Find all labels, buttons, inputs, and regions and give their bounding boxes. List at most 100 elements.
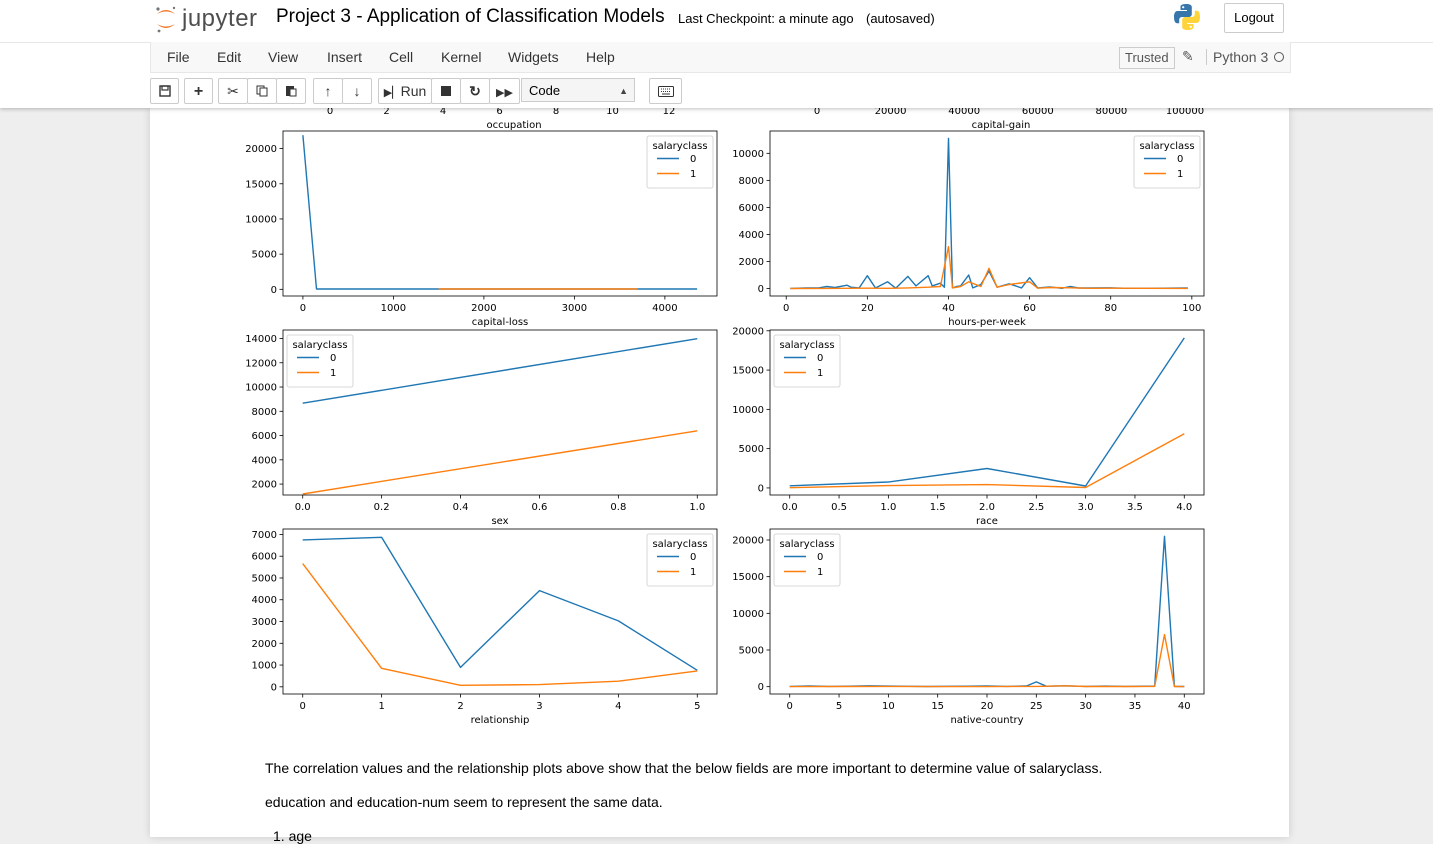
y-tick-label: 2000: [252, 639, 277, 650]
x-tick-label: 20: [861, 303, 874, 314]
x-tick-label: 5: [836, 701, 842, 712]
x-tick-label: 0.8: [610, 502, 626, 513]
menu-file[interactable]: File: [167, 49, 190, 65]
restart-button[interactable]: ↻: [460, 78, 490, 104]
command-palette-button[interactable]: [649, 78, 682, 104]
menu-view[interactable]: View: [268, 49, 299, 65]
trusted-indicator[interactable]: Trusted: [1119, 47, 1175, 69]
menu-kernel[interactable]: Kernel: [441, 49, 482, 65]
x-tick-label: 0.5: [831, 502, 847, 513]
notebook-header: jupyter Project 3 - Application of Class…: [0, 0, 1433, 108]
x-tick-label: 3.0: [1078, 502, 1094, 513]
legend-label: 0: [330, 353, 336, 364]
toolbar: + ✂ ↑ ↓ ▶▏Run ↻ ▶▶ Code ▲: [150, 78, 1289, 104]
x-tick-label: 20000: [875, 108, 907, 117]
run-label: Run: [400, 83, 427, 99]
series-line-0: [789, 337, 1185, 487]
jupyter-logo[interactable]: jupyter: [155, 4, 258, 34]
legend-title: salaryclass: [779, 539, 834, 550]
x-tick-label: 2: [383, 108, 389, 117]
menu-help[interactable]: Help: [586, 49, 615, 65]
x-tick-label: 4.0: [1176, 502, 1192, 513]
edit-pencil-icon[interactable]: ✎: [1182, 48, 1194, 64]
x-axis-label: hours-per-week: [948, 317, 1026, 328]
restart-run-all-button[interactable]: ▶▶: [489, 78, 520, 104]
x-tick-label: 2.0: [979, 502, 995, 513]
save-icon: [158, 85, 171, 97]
legend-box: [1133, 135, 1201, 189]
interrupt-button[interactable]: [431, 78, 461, 104]
list-item: 1. age: [273, 828, 312, 844]
series-line-0: [302, 338, 698, 404]
legend-box: [773, 334, 841, 388]
plot-frame: [769, 528, 1205, 695]
y-tick-label: 15000: [732, 572, 764, 583]
legend-title: salaryclass: [652, 539, 707, 550]
legend: salaryclass 0 1: [773, 533, 841, 587]
x-axis-label: native-country: [950, 715, 1023, 726]
chart-native-country: 0 5 10 15 20 25 30 35 4005000100001500020000nati…: [732, 528, 1205, 726]
x-tick-label: 0: [327, 108, 333, 117]
x-axis-label: relationship: [471, 715, 530, 726]
x-tick-label: 4: [440, 108, 446, 117]
copy-button[interactable]: [247, 78, 277, 104]
y-tick-label: 12000: [245, 358, 277, 369]
menubar: File Edit View Insert Cell Kernel Widget…: [150, 42, 1291, 73]
list-item-label: age: [288, 828, 312, 844]
y-tick-label: 1000: [252, 661, 277, 672]
list-marker: 1.: [273, 828, 289, 844]
legend-label: 1: [690, 169, 696, 180]
cut-button[interactable]: ✂: [218, 78, 248, 104]
legend-title: salaryclass: [1139, 141, 1194, 152]
x-tick-label: 12: [663, 108, 676, 117]
menu-cell[interactable]: Cell: [389, 49, 414, 65]
move-down-icon: ↓: [353, 83, 361, 99]
legend-label: 0: [690, 552, 696, 563]
menu-insert[interactable]: Insert: [327, 49, 363, 65]
legend-label: 1: [817, 368, 823, 379]
x-tick-label: 40: [942, 303, 955, 314]
legend-label: 1: [690, 567, 696, 578]
legend-label: 0: [1177, 154, 1183, 165]
paste-button[interactable]: [276, 78, 306, 104]
save-button[interactable]: [150, 78, 179, 104]
notebook-title[interactable]: Project 3 - Application of Classificatio…: [276, 6, 665, 27]
x-tick-label: 60: [1023, 303, 1036, 314]
move-up-button[interactable]: ↑: [313, 78, 343, 104]
x-tick-label: 30: [1079, 701, 1092, 712]
y-tick-label: 6000: [739, 203, 764, 214]
legend-label: 0: [690, 154, 696, 165]
legend-title: salaryclass: [779, 340, 834, 351]
x-tick-label: 8: [553, 108, 559, 117]
menu-edit[interactable]: Edit: [217, 49, 242, 65]
y-tick-label: 5000: [739, 444, 764, 455]
x-tick-label: 0: [783, 303, 789, 314]
legend-label: 0: [817, 552, 823, 563]
x-tick-label: 0: [300, 701, 306, 712]
cell-type-select[interactable]: Code ▲: [521, 78, 635, 102]
legend-box: [646, 533, 714, 587]
plot-frame: [282, 329, 718, 496]
python-logo-icon: [1174, 4, 1200, 30]
logout-button[interactable]: Logout: [1224, 3, 1284, 33]
move-down-button[interactable]: ↓: [342, 78, 372, 104]
y-tick-label: 3000: [252, 617, 277, 628]
x-tick-label: 60000: [1022, 108, 1054, 117]
x-tick-label: 15: [931, 701, 944, 712]
y-tick-label: 4000: [252, 595, 277, 606]
x-tick-label: 3000: [562, 303, 587, 314]
autosave-status: (autosaved): [866, 11, 935, 26]
insert-cell-button[interactable]: +: [184, 78, 213, 104]
menu-widgets[interactable]: Widgets: [508, 49, 559, 65]
x-axis-label: capital-loss: [472, 317, 529, 328]
run-button[interactable]: ▶▏Run: [378, 78, 432, 104]
x-axis-label: sex: [491, 516, 508, 527]
legend-label: 1: [1177, 169, 1183, 180]
partial-chart-capital-gain: 0 20000 40000 60000 80000 100000 capital-gain: [814, 108, 1204, 131]
keyboard-icon: [657, 86, 674, 97]
x-tick-label: 2000: [471, 303, 496, 314]
x-tick-label: 20: [981, 701, 994, 712]
legend: salaryclass 0 1: [646, 533, 714, 587]
x-tick-label: 40: [1178, 701, 1191, 712]
